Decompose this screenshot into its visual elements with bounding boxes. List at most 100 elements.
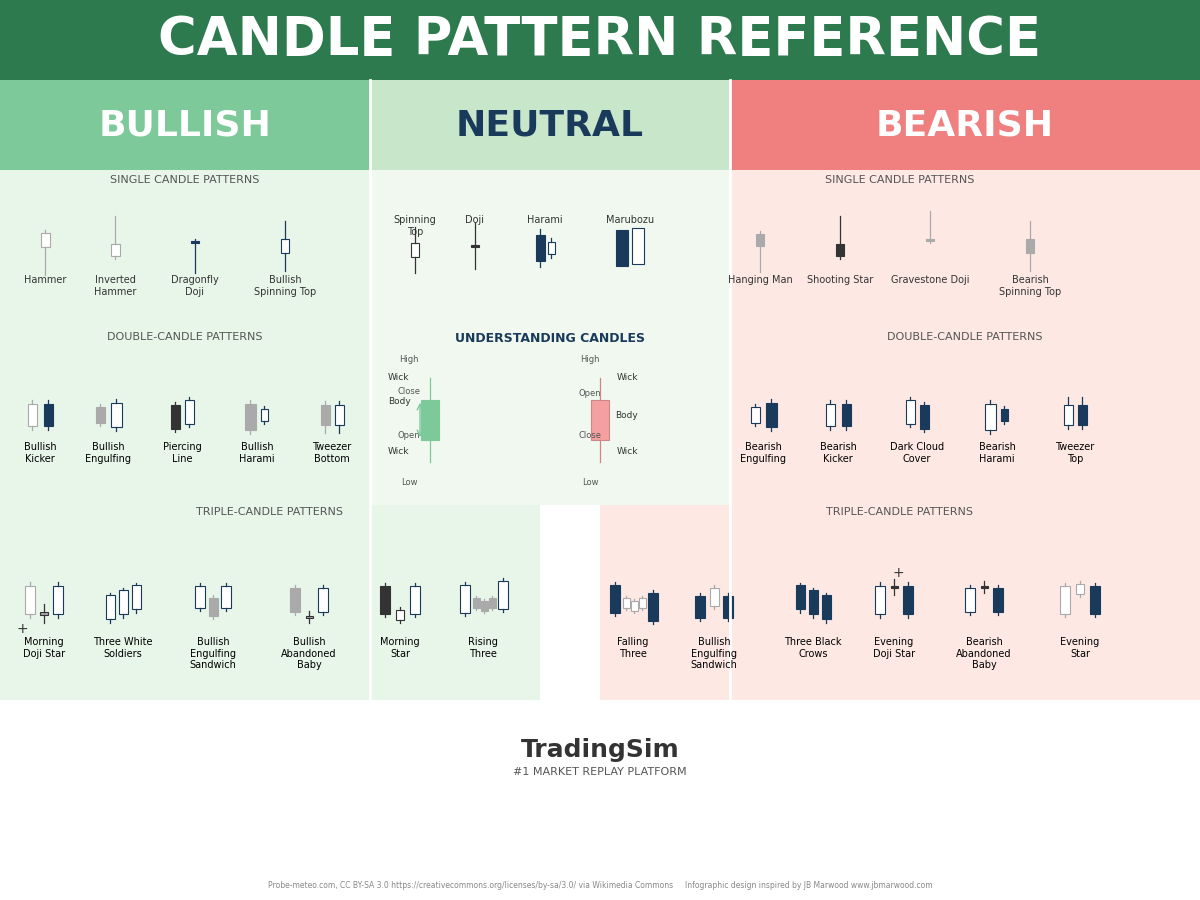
Bar	[547, 242, 554, 254]
Bar	[841, 404, 851, 426]
Text: SINGLE CANDLE PATTERNS: SINGLE CANDLE PATTERNS	[110, 175, 259, 185]
Bar	[410, 586, 420, 614]
Text: CANDLE PATTERN REFERENCE: CANDLE PATTERN REFERENCE	[158, 14, 1042, 66]
Bar	[1090, 586, 1100, 614]
Text: NEUTRAL: NEUTRAL	[456, 108, 644, 142]
Text: Morning
Doji Star: Morning Doji Star	[23, 637, 65, 659]
Text: BEARISH: BEARISH	[876, 108, 1054, 142]
Text: TRIPLE-CANDLE PATTERNS: TRIPLE-CANDLE PATTERNS	[827, 507, 973, 517]
Text: Doji: Doji	[466, 215, 485, 225]
Bar	[1026, 239, 1034, 253]
Bar	[980, 586, 988, 588]
Text: Three White
Soldiers: Three White Soldiers	[94, 637, 152, 659]
Text: +: +	[16, 622, 28, 636]
Text: Probe-meteo.com, CC BY-SA 3.0 https://creativecommons.org/licenses/by-sa/3.0/ vi: Probe-meteo.com, CC BY-SA 3.0 https://cr…	[268, 881, 932, 890]
Bar	[221, 586, 230, 608]
Bar	[260, 409, 268, 421]
Text: Evening
Doji Star: Evening Doji Star	[872, 637, 916, 659]
Text: High: High	[400, 355, 419, 364]
Text: Three Black
Crows: Three Black Crows	[785, 637, 841, 659]
Text: Tweezer
Bottom: Tweezer Bottom	[312, 442, 352, 464]
Text: Close: Close	[578, 431, 601, 440]
Bar	[53, 586, 64, 614]
Bar	[695, 596, 706, 618]
Text: Bearish
Spinning Top: Bearish Spinning Top	[998, 275, 1061, 297]
Text: Body: Body	[388, 398, 410, 407]
Text: Body: Body	[616, 411, 638, 420]
Bar	[592, 400, 610, 440]
Text: Bullish
Spinning Top: Bullish Spinning Top	[254, 275, 316, 297]
Bar	[0, 505, 540, 700]
Bar	[370, 170, 730, 330]
Bar	[25, 586, 35, 614]
Bar	[370, 330, 730, 505]
Bar	[306, 616, 312, 618]
Bar	[40, 611, 48, 615]
Text: Bullish
Harami: Bullish Harami	[239, 442, 275, 464]
Bar	[610, 585, 620, 613]
Bar	[826, 404, 834, 426]
Bar	[600, 505, 1200, 700]
Bar	[836, 244, 844, 256]
Bar	[623, 598, 630, 608]
Bar	[1063, 405, 1073, 425]
Bar	[904, 586, 913, 614]
Bar	[648, 593, 658, 621]
Text: Gravestone Doji: Gravestone Doji	[890, 275, 970, 285]
Text: Bearish
Engulfing: Bearish Engulfing	[740, 442, 786, 464]
Text: Bearish
Harami: Bearish Harami	[978, 442, 1015, 464]
Bar	[0, 0, 1200, 80]
Bar	[926, 239, 934, 241]
Bar	[473, 598, 480, 608]
Bar	[380, 586, 390, 614]
Bar	[1076, 584, 1084, 594]
Bar	[722, 596, 733, 618]
Bar	[41, 233, 49, 247]
Bar	[132, 585, 140, 609]
Bar	[535, 235, 545, 261]
Text: Bullish
Abandoned
Baby: Bullish Abandoned Baby	[281, 637, 337, 670]
Text: Morning
Star: Morning Star	[380, 637, 420, 659]
Bar	[410, 243, 419, 257]
Text: Hammer: Hammer	[24, 275, 66, 285]
Bar	[632, 228, 644, 264]
Bar	[245, 404, 256, 430]
Text: Bullish
Engulfing
Sandwich: Bullish Engulfing Sandwich	[190, 637, 236, 670]
Text: Hanging Man: Hanging Man	[727, 275, 792, 285]
Text: Inverted
Hammer: Inverted Hammer	[94, 275, 136, 297]
Bar	[919, 405, 929, 429]
Text: Wick: Wick	[388, 447, 409, 456]
Bar	[1001, 409, 1008, 421]
Text: Open: Open	[397, 431, 420, 440]
Bar	[730, 170, 1200, 330]
Bar	[875, 586, 886, 614]
Bar	[0, 700, 1200, 900]
Bar	[638, 598, 646, 608]
Text: Spinning
Top: Spinning Top	[394, 215, 437, 237]
Bar	[796, 585, 804, 609]
Bar	[396, 610, 404, 620]
Bar	[994, 588, 1003, 612]
Bar	[965, 588, 974, 612]
Text: BULLISH: BULLISH	[98, 108, 271, 142]
Text: Dark Cloud
Cover: Dark Cloud Cover	[890, 442, 944, 464]
Text: Open: Open	[578, 390, 601, 399]
Bar	[290, 588, 300, 612]
Bar	[498, 581, 508, 609]
Text: Low: Low	[582, 478, 599, 487]
Bar	[470, 245, 479, 247]
Bar	[709, 588, 719, 606]
Text: TRIPLE-CANDLE PATTERNS: TRIPLE-CANDLE PATTERNS	[197, 507, 343, 517]
Bar	[335, 405, 343, 425]
Text: Bullish
Kicker: Bullish Kicker	[24, 442, 56, 464]
Bar	[185, 400, 193, 424]
Bar	[209, 598, 217, 616]
Text: Marubozu: Marubozu	[606, 215, 654, 225]
Bar	[822, 595, 830, 619]
Bar	[110, 403, 121, 427]
Bar	[370, 80, 730, 170]
Text: High: High	[581, 355, 600, 364]
Bar	[281, 239, 289, 253]
Bar	[890, 586, 898, 588]
Bar	[191, 241, 199, 243]
